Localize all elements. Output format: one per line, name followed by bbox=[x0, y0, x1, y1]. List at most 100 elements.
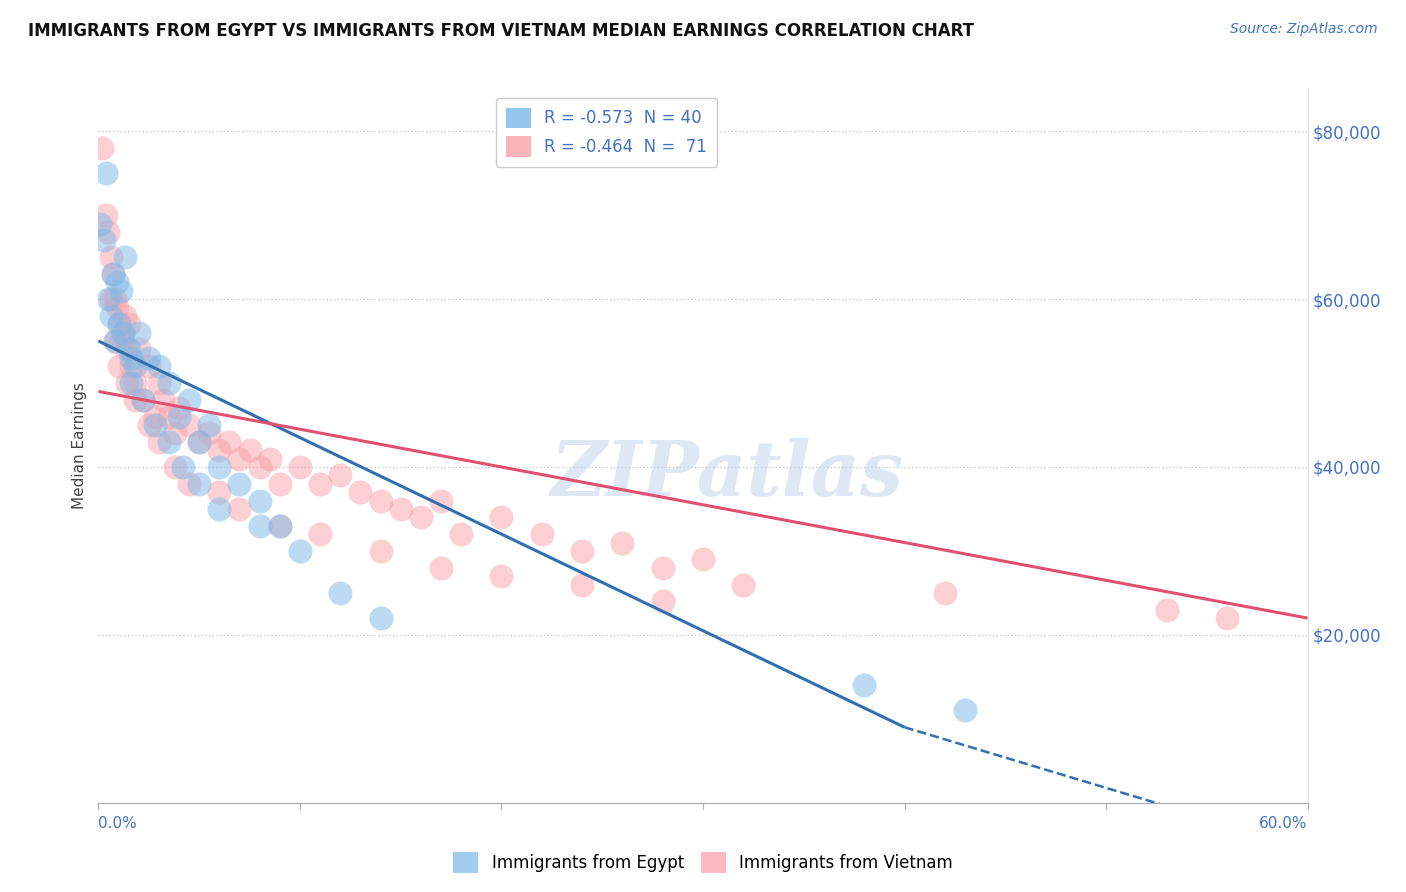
Point bbox=[120, 351, 142, 365]
Point bbox=[132, 392, 155, 407]
Point bbox=[239, 443, 262, 458]
Point bbox=[733, 577, 755, 591]
Point bbox=[120, 359, 142, 374]
Point bbox=[934, 586, 956, 600]
Point bbox=[389, 502, 412, 516]
Point bbox=[651, 594, 673, 608]
Point bbox=[188, 434, 211, 449]
Point bbox=[530, 527, 553, 541]
Point bbox=[1156, 603, 1178, 617]
Point bbox=[208, 443, 231, 458]
Point bbox=[167, 401, 190, 416]
Point bbox=[163, 426, 186, 441]
Point bbox=[177, 392, 201, 407]
Point bbox=[612, 535, 634, 549]
Point bbox=[105, 301, 128, 315]
Point bbox=[370, 493, 392, 508]
Point bbox=[110, 334, 132, 348]
Point bbox=[115, 376, 138, 390]
Point bbox=[491, 569, 513, 583]
Y-axis label: Median Earnings: Median Earnings bbox=[72, 383, 87, 509]
Point bbox=[349, 485, 371, 500]
Point bbox=[450, 527, 472, 541]
Point bbox=[288, 544, 311, 558]
Point bbox=[124, 376, 146, 390]
Point bbox=[208, 485, 231, 500]
Point bbox=[157, 409, 180, 424]
Point bbox=[228, 476, 250, 491]
Point bbox=[152, 392, 174, 407]
Point bbox=[100, 250, 122, 264]
Point bbox=[651, 560, 673, 574]
Point bbox=[430, 493, 453, 508]
Point bbox=[409, 510, 432, 524]
Point bbox=[157, 376, 180, 390]
Point bbox=[1216, 611, 1239, 625]
Legend: Immigrants from Egypt, Immigrants from Vietnam: Immigrants from Egypt, Immigrants from V… bbox=[447, 846, 959, 880]
Point bbox=[103, 292, 125, 306]
Point bbox=[107, 359, 129, 374]
Point bbox=[120, 376, 142, 390]
Point bbox=[91, 141, 114, 155]
Point bbox=[249, 460, 271, 475]
Point bbox=[329, 586, 352, 600]
Point bbox=[103, 334, 125, 348]
Point bbox=[138, 351, 160, 365]
Point bbox=[430, 560, 453, 574]
Point bbox=[571, 577, 593, 591]
Point bbox=[138, 359, 160, 374]
Point bbox=[163, 460, 186, 475]
Point bbox=[853, 678, 876, 692]
Point bbox=[148, 359, 170, 374]
Point bbox=[953, 703, 976, 717]
Text: Source: ZipAtlas.com: Source: ZipAtlas.com bbox=[1230, 22, 1378, 37]
Point bbox=[208, 502, 231, 516]
Point bbox=[188, 434, 211, 449]
Point bbox=[269, 518, 291, 533]
Point bbox=[100, 292, 122, 306]
Point bbox=[177, 476, 201, 491]
Point bbox=[115, 343, 138, 357]
Point bbox=[148, 376, 170, 390]
Point bbox=[157, 434, 180, 449]
Point bbox=[124, 359, 146, 374]
Point bbox=[198, 426, 221, 441]
Point bbox=[309, 476, 332, 491]
Point bbox=[148, 434, 170, 449]
Point bbox=[329, 468, 352, 483]
Text: 60.0%: 60.0% bbox=[1260, 816, 1308, 831]
Point bbox=[100, 309, 122, 323]
Point bbox=[128, 343, 150, 357]
Point bbox=[128, 326, 150, 340]
Point bbox=[101, 267, 124, 281]
Text: ZIPatlas: ZIPatlas bbox=[551, 438, 904, 511]
Point bbox=[101, 267, 124, 281]
Point bbox=[491, 510, 513, 524]
Point bbox=[249, 493, 271, 508]
Point bbox=[110, 284, 132, 298]
Point bbox=[97, 225, 120, 239]
Point bbox=[114, 250, 136, 264]
Point bbox=[218, 434, 240, 449]
Point bbox=[172, 460, 194, 475]
Point bbox=[118, 343, 141, 357]
Point bbox=[138, 417, 160, 432]
Point bbox=[259, 451, 281, 466]
Point bbox=[118, 318, 141, 332]
Point bbox=[93, 233, 115, 247]
Point bbox=[571, 544, 593, 558]
Point bbox=[167, 409, 190, 424]
Point bbox=[288, 460, 311, 475]
Text: IMMIGRANTS FROM EGYPT VS IMMIGRANTS FROM VIETNAM MEDIAN EARNINGS CORRELATION CHA: IMMIGRANTS FROM EGYPT VS IMMIGRANTS FROM… bbox=[28, 22, 974, 40]
Point bbox=[103, 334, 125, 348]
Point bbox=[370, 544, 392, 558]
Point bbox=[89, 217, 111, 231]
Point bbox=[143, 409, 166, 424]
Text: 0.0%: 0.0% bbox=[98, 816, 138, 831]
Point bbox=[132, 392, 155, 407]
Point bbox=[124, 392, 146, 407]
Legend: R = -0.573  N = 40, R = -0.464  N =  71: R = -0.573 N = 40, R = -0.464 N = 71 bbox=[496, 97, 717, 167]
Point bbox=[269, 518, 291, 533]
Point bbox=[105, 275, 128, 289]
Point bbox=[97, 292, 120, 306]
